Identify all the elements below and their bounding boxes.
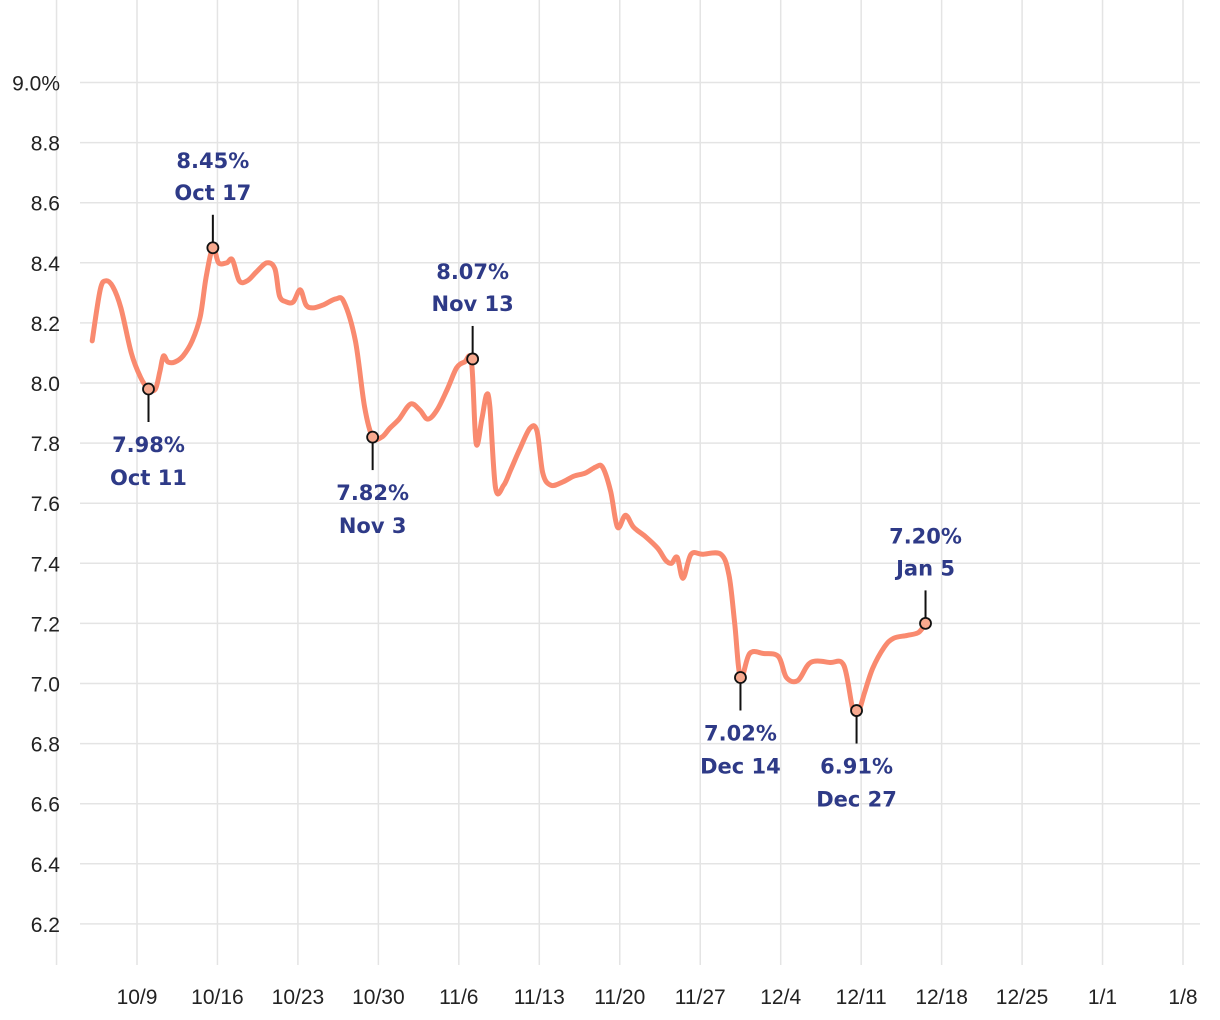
- y-tick-label: 6.6: [31, 794, 60, 817]
- y-tick-label: 7.8: [31, 433, 60, 456]
- y-tick-label: 6.8: [31, 734, 60, 757]
- x-tick-label: 11/20: [594, 986, 645, 1009]
- x-tick-label: 12/4: [760, 986, 801, 1009]
- annotation-value-label: 7.02%: [704, 721, 777, 745]
- annotation-point: [734, 671, 747, 684]
- annotation-point: [366, 430, 380, 444]
- y-tick-label: 7.0: [31, 674, 60, 697]
- annotation-date-label: Nov 3: [339, 514, 407, 538]
- x-tick-label: 11/6: [439, 986, 478, 1009]
- x-tick-label: 10/16: [191, 986, 244, 1009]
- y-tick-label: 8.8: [31, 133, 60, 156]
- y-tick-label: 8.4: [31, 253, 61, 276]
- annotation-value-label: 6.91%: [820, 755, 893, 779]
- annotation-point: [850, 704, 863, 717]
- annotation-point: [919, 617, 932, 630]
- annotation-value-label: 7.98%: [112, 433, 185, 457]
- y-tick-label: 9.0%: [12, 73, 60, 96]
- y-tick-label: 7.6: [31, 493, 60, 516]
- annotations-layer: 7.98% Oct 11 8.45% Oct 17 7.82% Nov 3 8.07% Nov…: [110, 149, 962, 812]
- x-tick-label: 12/11: [836, 986, 887, 1009]
- annotation-point: [206, 241, 220, 255]
- annotation-value-label: 7.82%: [336, 481, 409, 505]
- x-tick-label: 11/13: [514, 986, 565, 1009]
- annotation-date-label: Nov 13: [432, 292, 514, 316]
- y-axis: 9.0% 8.8 8.6 8.4 8.2 8.0 7.8 7.6 7.4 7.2 7.0 6.8 6.6…: [12, 73, 60, 937]
- x-tick-label: 12/25: [996, 986, 1049, 1009]
- annotation-value-label: 7.20%: [889, 524, 962, 548]
- x-axis: 10/9 10/16 10/23 10/30 11/6 11/13 11/20 11/27 12…: [117, 986, 1198, 1009]
- x-tick-label: 12/18: [915, 986, 968, 1009]
- horizontal-gridlines: [80, 81, 1200, 925]
- x-tick-label: 11/27: [675, 986, 726, 1009]
- x-tick-label: 10/23: [272, 986, 325, 1009]
- annotation-date-label: Dec 27: [816, 788, 897, 812]
- series-layer: [89, 245, 928, 718]
- y-tick-label: 6.4: [31, 854, 61, 877]
- annotation-date-label: Jan 5: [894, 556, 955, 580]
- annotation-value-label: 8.45%: [176, 149, 249, 173]
- annotation-date-label: Dec 14: [700, 754, 781, 778]
- y-tick-label: 7.4: [31, 553, 61, 576]
- y-tick-label: 6.2: [31, 914, 60, 937]
- y-tick-label: 8.6: [31, 193, 60, 216]
- y-tick-label: 8.2: [31, 313, 60, 336]
- annotation-point: [142, 382, 155, 396]
- x-tick-label: 1/1: [1088, 986, 1117, 1009]
- series-line-rate: [89, 245, 928, 718]
- annotation-date-label: Oct 11: [110, 466, 187, 490]
- vertical-gridlines: [55, 0, 1184, 965]
- annotation-point: [466, 352, 480, 366]
- x-tick-label: 10/30: [352, 986, 405, 1009]
- y-tick-label: 7.2: [31, 613, 60, 636]
- x-tick-label: 10/9: [117, 986, 158, 1009]
- x-tick-label: 1/8: [1168, 986, 1197, 1009]
- annotation-value-label: 8.07%: [436, 260, 509, 284]
- annotation-date-label: Oct 17: [174, 181, 251, 205]
- y-tick-label: 8.0: [31, 373, 60, 396]
